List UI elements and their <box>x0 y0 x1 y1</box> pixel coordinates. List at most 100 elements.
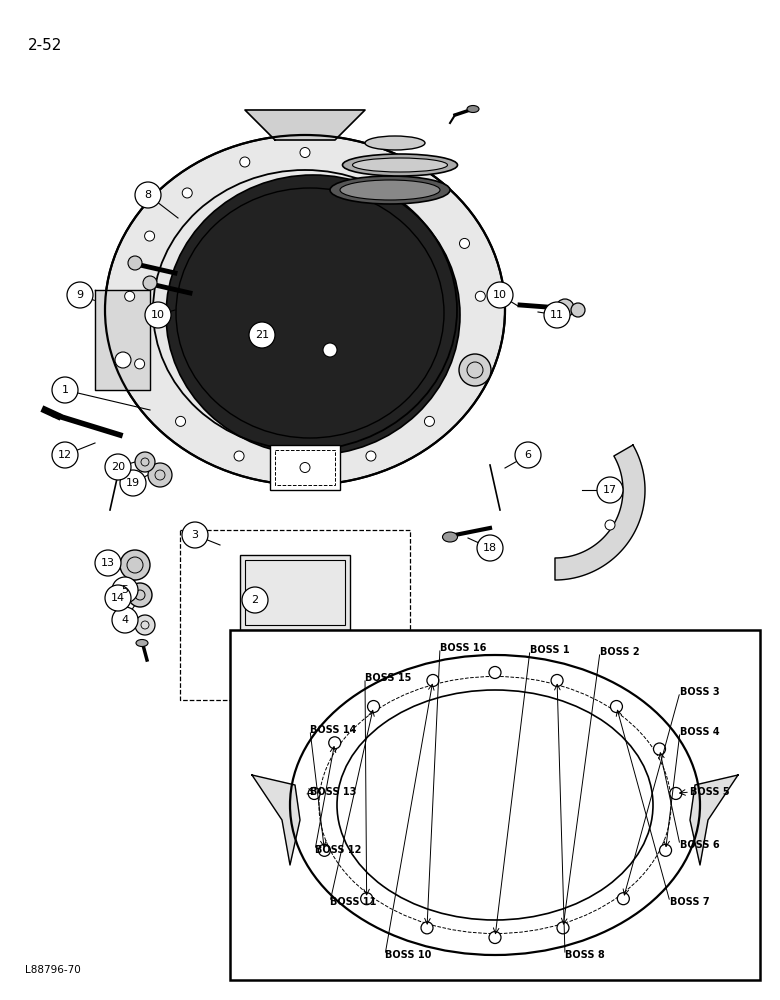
Text: BOSS 10: BOSS 10 <box>385 950 431 960</box>
Circle shape <box>418 188 427 198</box>
Circle shape <box>182 522 208 548</box>
Circle shape <box>475 291 485 301</box>
Circle shape <box>112 607 138 633</box>
Circle shape <box>105 585 131 611</box>
Bar <box>270 445 340 490</box>
Circle shape <box>183 188 192 198</box>
Circle shape <box>128 256 142 270</box>
Circle shape <box>144 231 154 241</box>
Text: 11: 11 <box>550 310 564 320</box>
Circle shape <box>112 577 138 603</box>
Bar <box>240 555 350 630</box>
Ellipse shape <box>340 180 440 200</box>
Circle shape <box>318 844 331 856</box>
Circle shape <box>477 535 503 561</box>
Circle shape <box>617 893 629 905</box>
Text: 10: 10 <box>493 290 507 300</box>
Circle shape <box>611 701 622 713</box>
Circle shape <box>135 182 161 208</box>
Circle shape <box>459 354 491 386</box>
Text: 19: 19 <box>126 478 140 488</box>
Text: BOSS 13: BOSS 13 <box>310 787 356 797</box>
Text: BOSS 5: BOSS 5 <box>690 787 729 797</box>
Circle shape <box>125 291 135 301</box>
Text: BOSS 8: BOSS 8 <box>565 950 605 960</box>
Text: 13: 13 <box>101 558 115 568</box>
Circle shape <box>120 470 146 496</box>
Ellipse shape <box>166 175 460 455</box>
Text: 3: 3 <box>192 530 198 540</box>
Circle shape <box>52 442 78 468</box>
Text: BOSS 16: BOSS 16 <box>440 643 487 653</box>
Polygon shape <box>245 110 365 140</box>
Circle shape <box>115 352 131 368</box>
Text: BOSS 6: BOSS 6 <box>680 840 720 850</box>
Text: 8: 8 <box>144 190 151 200</box>
Ellipse shape <box>353 158 448 172</box>
Circle shape <box>660 844 672 856</box>
Circle shape <box>571 303 585 317</box>
Circle shape <box>427 674 439 686</box>
Text: BOSS 1: BOSS 1 <box>530 645 569 655</box>
Text: 2-52: 2-52 <box>28 37 62 52</box>
Text: BOSS 4: BOSS 4 <box>680 727 720 737</box>
Text: 5: 5 <box>122 585 129 595</box>
Text: 2: 2 <box>251 595 258 605</box>
Circle shape <box>148 463 172 487</box>
Circle shape <box>52 377 78 403</box>
Circle shape <box>300 147 310 157</box>
Polygon shape <box>252 775 300 865</box>
Ellipse shape <box>442 532 458 542</box>
Ellipse shape <box>136 640 148 647</box>
Polygon shape <box>555 445 645 580</box>
Text: 14: 14 <box>111 593 125 603</box>
Circle shape <box>489 666 501 678</box>
Text: 4: 4 <box>122 615 129 625</box>
Circle shape <box>670 787 682 799</box>
Text: 18: 18 <box>483 543 497 553</box>
Circle shape <box>544 302 570 328</box>
Circle shape <box>249 322 275 348</box>
Circle shape <box>135 615 155 635</box>
Text: 12: 12 <box>58 450 72 460</box>
Circle shape <box>242 587 268 613</box>
Circle shape <box>551 674 563 686</box>
Circle shape <box>234 451 244 461</box>
Circle shape <box>95 550 121 576</box>
Circle shape <box>654 743 665 755</box>
Bar <box>245 560 345 625</box>
Bar <box>230 630 760 980</box>
Text: BOSS 11: BOSS 11 <box>330 897 377 907</box>
Circle shape <box>120 550 150 580</box>
Text: 21: 21 <box>255 330 269 340</box>
Text: 6: 6 <box>524 450 531 460</box>
Circle shape <box>360 893 373 905</box>
Text: BOSS 12: BOSS 12 <box>315 845 361 855</box>
Circle shape <box>557 922 569 934</box>
Polygon shape <box>690 775 738 865</box>
Circle shape <box>605 520 615 530</box>
Circle shape <box>421 922 433 934</box>
Circle shape <box>143 276 157 290</box>
Circle shape <box>459 238 470 248</box>
Text: BOSS 2: BOSS 2 <box>600 647 640 657</box>
Polygon shape <box>95 290 150 390</box>
Circle shape <box>487 282 513 308</box>
Circle shape <box>105 454 131 480</box>
Circle shape <box>128 583 152 607</box>
Ellipse shape <box>342 154 458 176</box>
Circle shape <box>597 477 623 503</box>
Circle shape <box>239 157 250 167</box>
Circle shape <box>135 359 144 369</box>
Ellipse shape <box>365 136 425 150</box>
Circle shape <box>367 701 380 713</box>
Circle shape <box>489 932 501 944</box>
Text: 20: 20 <box>111 462 125 472</box>
Text: 10: 10 <box>151 310 165 320</box>
Circle shape <box>67 282 93 308</box>
Circle shape <box>145 302 171 328</box>
Text: 1: 1 <box>62 385 69 395</box>
Circle shape <box>300 462 310 473</box>
Text: BOSS 3: BOSS 3 <box>680 687 720 697</box>
Text: BOSS 15: BOSS 15 <box>365 673 411 683</box>
